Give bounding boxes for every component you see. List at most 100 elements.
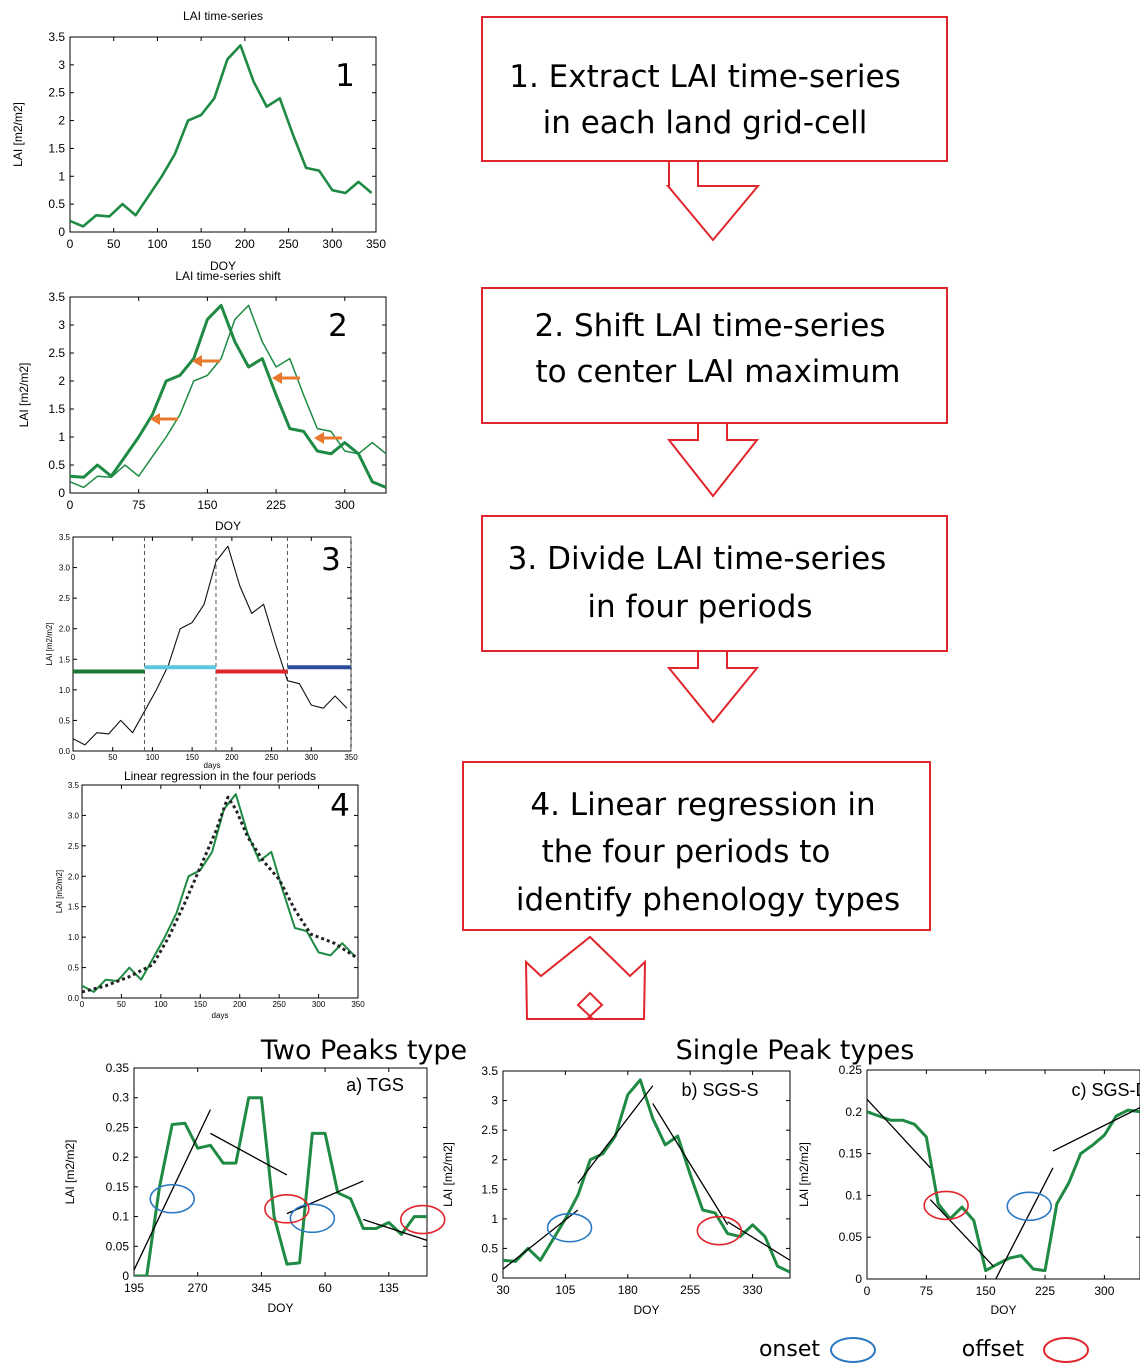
plot-frame — [866, 1069, 1140, 1280]
step-3-box: 3. Divide LAI time-series in four period… — [481, 515, 948, 652]
y-tick-label: 3 — [58, 58, 65, 72]
regression-line — [929, 1199, 995, 1267]
x-tick-label: 345 — [251, 1281, 271, 1295]
x-tick-label: 300 — [322, 237, 342, 251]
step-4-box: 4. Linear regression in the four periods… — [462, 761, 931, 931]
chart-c-sgs-d: 0 75 150 225 300 0 0.05 0.1 0.15 0.2 0.25 DOY LAI [m… — [797, 1063, 1140, 1317]
y-tick-label: 1.5 — [68, 903, 80, 912]
y-tick-label: 0.1 — [845, 1188, 862, 1202]
down-arrow-2 — [666, 422, 760, 498]
x-tick-label: 350 — [344, 753, 358, 762]
step-4-line-3: identify phenology types — [516, 882, 900, 918]
step-4-frame — [462, 761, 931, 931]
plot-frame — [81, 784, 359, 999]
shift-arrow-head — [314, 432, 324, 444]
x-tick-label: 300 — [1094, 1284, 1114, 1298]
step-2-line-2: to center LAI maximum — [536, 354, 901, 390]
y-tick-label: 3 — [58, 318, 65, 332]
legend-onset-ellipse — [830, 1337, 876, 1363]
step-1-box: 1. Extract LAI time-series in each land … — [481, 16, 948, 162]
lai-series-line — [70, 44, 373, 228]
y-tick-label: 0 — [58, 225, 65, 239]
x-tick-label: 250 — [272, 1000, 286, 1009]
y-tick-label: 0.0 — [59, 747, 71, 756]
x-tick-label: 300 — [312, 1000, 326, 1009]
regression-line — [286, 1180, 364, 1215]
y-tick-label: 3.0 — [59, 564, 71, 573]
x-tick-label: 350 — [351, 1000, 365, 1009]
y-tick-label: 2 — [58, 114, 65, 128]
y-tick-label: 1 — [58, 169, 65, 183]
x-tick-label: 50 — [117, 1000, 126, 1009]
panel-number: 2 — [328, 308, 348, 344]
x-tick-label: 270 — [188, 1281, 208, 1295]
y-tick-label: 0 — [58, 486, 65, 500]
step-3-frame — [481, 515, 948, 652]
offset-ellipse — [264, 1194, 310, 1224]
step-4-line-2: the four periods to — [542, 834, 831, 870]
y-tick-label: 2 — [58, 374, 65, 388]
x-tick-label: 30 — [496, 1283, 510, 1297]
x-tick-label: 150 — [197, 498, 217, 512]
x-tick-label: 75 — [920, 1284, 934, 1298]
x-tick-label: 300 — [305, 753, 319, 762]
plot-frame — [502, 1070, 791, 1279]
plot-frame — [133, 1067, 428, 1277]
y-tick-label: 3.5 — [481, 1064, 498, 1078]
x-tick-label: 0 — [67, 237, 74, 251]
regression-line — [1052, 1107, 1140, 1152]
x-tick-label: 250 — [279, 237, 299, 251]
x-tick-label: 200 — [235, 237, 255, 251]
x-tick-label: 350 — [366, 237, 386, 251]
regression-line — [210, 1132, 288, 1176]
x-tick-label: 50 — [107, 237, 121, 251]
regression-dotted-line — [82, 795, 358, 994]
step-3-line-1: 3. Divide LAI time-series — [508, 541, 887, 577]
legend-offset-ellipse — [1043, 1337, 1089, 1363]
onset-ellipse — [1006, 1191, 1053, 1222]
x-tick-label: 195 — [124, 1281, 144, 1295]
x-tick-label: 300 — [335, 498, 355, 512]
x-tick-label: 225 — [266, 498, 286, 512]
y-tick-label: 0.5 — [48, 197, 65, 211]
y-tick-label: 0.15 — [839, 1147, 863, 1161]
chart-b-sgs-s: 30 105 180 255 330 0 0.5 1 1.5 2 2.5 3 3.5 DOY LAI [m2… — [441, 1064, 791, 1317]
x-tick-label: 250 — [265, 753, 279, 762]
y-axis-label: LAI [m2/m2] — [55, 870, 64, 913]
y-tick-label: 1 — [491, 1212, 498, 1226]
y-tick-label: 1.0 — [68, 933, 80, 942]
chart-4-linear-regression: 0 50 100 150 200 250 300 350 0.0 0.5 1.0 1.5 2.0 2.5 3… — [55, 769, 365, 1020]
regression-line — [867, 1098, 931, 1169]
offset-ellipse — [923, 1190, 969, 1221]
shift-arrow-head — [192, 355, 202, 367]
y-tick-label: 3.5 — [68, 781, 80, 790]
x-tick-label: 0 — [80, 1000, 85, 1009]
y-tick-label: 0.05 — [106, 1239, 130, 1253]
onset-ellipse — [546, 1212, 593, 1243]
x-axis-label: DOY — [267, 1301, 293, 1315]
y-tick-label: 2 — [491, 1153, 498, 1167]
x-tick-label: 0 — [864, 1284, 871, 1298]
regression-line — [363, 1218, 427, 1241]
y-tick-label: 1.5 — [59, 655, 71, 664]
x-tick-label: 150 — [976, 1284, 996, 1298]
legend-onset-label: onset — [759, 1337, 820, 1362]
lai-shifted-line — [70, 303, 386, 489]
y-tick-label: 2.0 — [68, 872, 80, 881]
onset-ellipse — [149, 1183, 196, 1214]
y-tick-label: 0.5 — [68, 964, 80, 973]
lai-series-line — [134, 1096, 427, 1276]
y-tick-label: 0.2 — [112, 1150, 129, 1164]
down-arrow-1 — [665, 160, 761, 242]
y-tick-label: 2.5 — [48, 86, 65, 100]
x-tick-label: 150 — [191, 237, 211, 251]
y-tick-label: 0.1 — [112, 1210, 129, 1224]
onset-ellipse — [289, 1203, 336, 1234]
chart-title: LAI time-series shift — [175, 269, 281, 283]
shift-arrow-head — [272, 372, 282, 384]
x-tick-label: 200 — [225, 753, 239, 762]
y-tick-label: 0.5 — [59, 716, 71, 725]
x-axis-label: DOY — [210, 259, 236, 273]
regression-line — [727, 1221, 790, 1261]
y-tick-label: 0 — [855, 1272, 862, 1286]
